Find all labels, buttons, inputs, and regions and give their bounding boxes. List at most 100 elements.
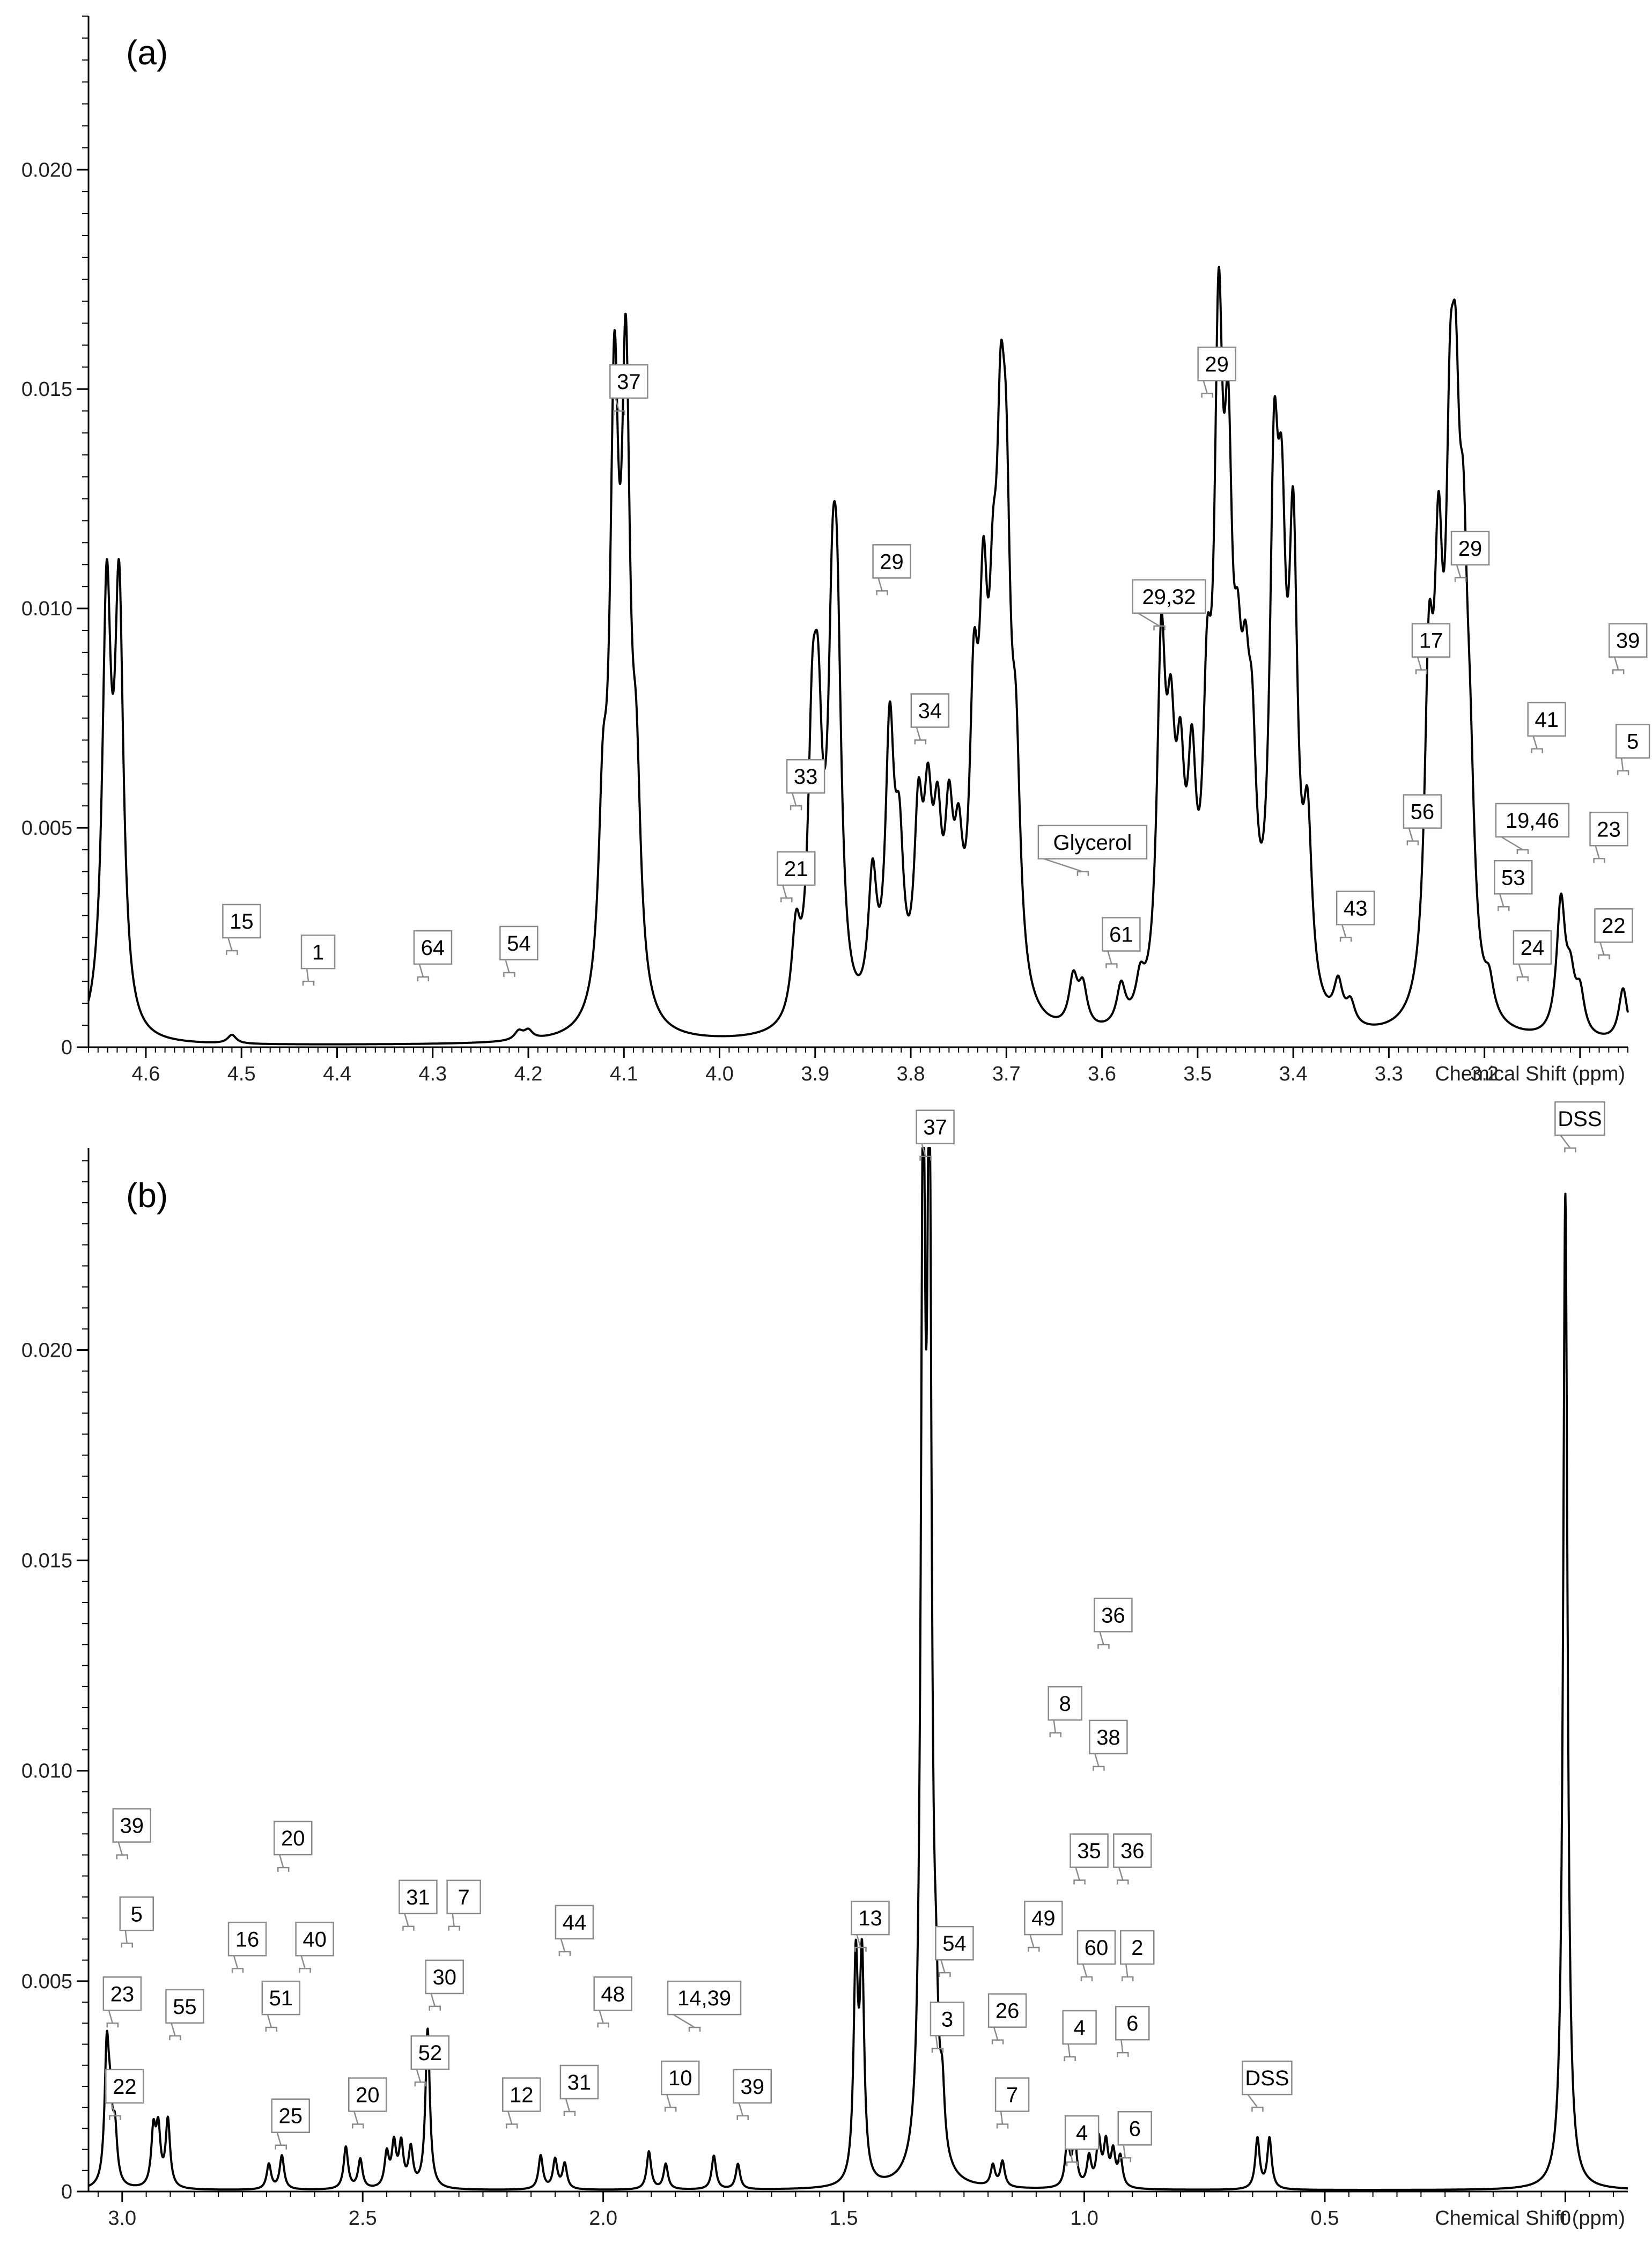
annotation-bracket (277, 1866, 290, 1872)
annotation-leader (1125, 1964, 1129, 1977)
annotation-label: 29 (1205, 352, 1229, 376)
annotation-leader (1120, 2040, 1124, 2053)
peak-annotation: 33 (786, 759, 825, 811)
annotation-leader (124, 1930, 128, 1944)
annotation-box (916, 1109, 955, 1144)
peak-annotation: 49 (1024, 1900, 1063, 1952)
peak-annotation: 4 (1062, 2010, 1097, 2062)
annotation-label: 40 (303, 1928, 327, 1951)
annotation-label: 1 (312, 940, 324, 964)
annotation-box (1048, 1686, 1082, 1721)
annotation-box (295, 1922, 334, 1957)
annotation-box (271, 2098, 310, 2133)
y-tick-label: 0.005 (21, 1970, 72, 1993)
annotation-label: 37 (617, 370, 641, 394)
annotation-box (1411, 623, 1451, 658)
peak-annotation: 30 (425, 1959, 464, 2011)
annotation-leader (353, 2111, 359, 2124)
annotation-label: 54 (507, 932, 531, 955)
annotation-leader (1070, 2149, 1073, 2163)
annotation-leader (1620, 758, 1624, 771)
annotation-label: 36 (1101, 1604, 1125, 1627)
annotation-label: 6 (1129, 2117, 1141, 2141)
annotation-bracket (116, 1854, 129, 1859)
annotation-leader (1247, 2094, 1258, 2108)
annotation-bracket (302, 981, 315, 986)
annotation-box (1494, 860, 1533, 895)
annotation-leader (1560, 1135, 1571, 1149)
annotation-bracket (231, 1968, 244, 1973)
annotation-bracket (1119, 2157, 1132, 2163)
annotation-box (994, 2077, 1030, 2112)
annotation-label: 24 (1521, 936, 1545, 960)
annotation-bracket (1454, 577, 1467, 582)
annotation-label: 35 (1077, 1840, 1101, 1863)
annotation-leader (935, 2035, 939, 2049)
annotation-box (930, 2002, 965, 2036)
annotation-bracket (226, 950, 238, 955)
peak-annotation: DSS (1242, 2060, 1293, 2112)
peak-annotation: DSS (1554, 1101, 1605, 1152)
peak-annotation: 54 (499, 925, 539, 977)
annotation-box (667, 1980, 742, 2016)
annotation-leader (1137, 612, 1160, 627)
peak-annotation: 39 (733, 2069, 772, 2120)
annotation-leader (452, 1913, 455, 1927)
annotation-box (425, 1959, 464, 1995)
annotation-box (227, 1922, 267, 1957)
annotation-leader (1000, 2111, 1004, 2124)
x-tick-label: 3.7 (992, 1063, 1021, 1085)
annotation-leader (1094, 1753, 1100, 1767)
annotation-box (1089, 1719, 1128, 1755)
annotation-leader (1613, 657, 1619, 670)
annotation-bracket (1201, 393, 1213, 398)
peak-annotation: 37 (916, 1109, 955, 1161)
annotation-bracket (299, 1968, 311, 1973)
peak-annotation: 22 (105, 2069, 144, 2120)
annotation-label: 12 (510, 2084, 534, 2107)
annotation-leader (1107, 951, 1112, 964)
annotation-bracket (1516, 976, 1529, 982)
annotation-box (1513, 930, 1552, 965)
annotation-box (1450, 531, 1490, 566)
annotation-label: 53 (1501, 866, 1525, 889)
x-tick-label: 4.6 (132, 1063, 160, 1085)
peak-annotation: 19,46 (1495, 803, 1570, 854)
annotation-label: 61 (1109, 923, 1133, 947)
peak-annotation: 56 (1403, 794, 1442, 845)
annotation-leader (1501, 836, 1523, 851)
x-tick-label: 1.5 (830, 2207, 858, 2230)
annotation-box (1589, 812, 1628, 847)
peak-annotation: 6 (1117, 2111, 1153, 2163)
annotation-label: 13 (858, 1907, 882, 1930)
y-tick-label: 0.005 (21, 817, 72, 840)
annotation-leader (856, 1934, 861, 1948)
annotation-label: 23 (1597, 818, 1621, 841)
peak-annotation: 29,32 (1132, 579, 1206, 630)
peak-annotation: 12 (502, 2077, 541, 2129)
annotation-bracket (275, 2144, 287, 2150)
annotation-bracket (1406, 840, 1419, 845)
panel-label: (b) (126, 1176, 168, 1215)
peak-annotation: 61 (1102, 917, 1141, 968)
annotation-label: 7 (458, 1886, 470, 1909)
annotation-box (555, 1904, 594, 1940)
peak-annotation: 60 (1076, 1930, 1116, 1982)
y-tick-label: 0 (61, 2181, 72, 2203)
y-tick-label: 0.020 (21, 159, 72, 181)
annotation-leader (1599, 942, 1605, 955)
annotation-box (261, 1980, 301, 2016)
y-tick-label: 0.020 (21, 1339, 72, 1362)
annotation-label: 31 (406, 1886, 430, 1909)
annotation-label: 25 (279, 2105, 303, 2128)
annotation-bracket (790, 805, 802, 811)
annotation-label: DSS (1558, 1107, 1602, 1131)
annotation-bracket (876, 590, 888, 595)
annotation-leader (993, 2027, 999, 2041)
annotation-bracket (1593, 858, 1605, 863)
annotation-box (165, 1989, 204, 2024)
annotation-bracket (503, 972, 515, 977)
annotation-bracket (1564, 1147, 1576, 1152)
annotation-leader (1123, 2145, 1126, 2158)
